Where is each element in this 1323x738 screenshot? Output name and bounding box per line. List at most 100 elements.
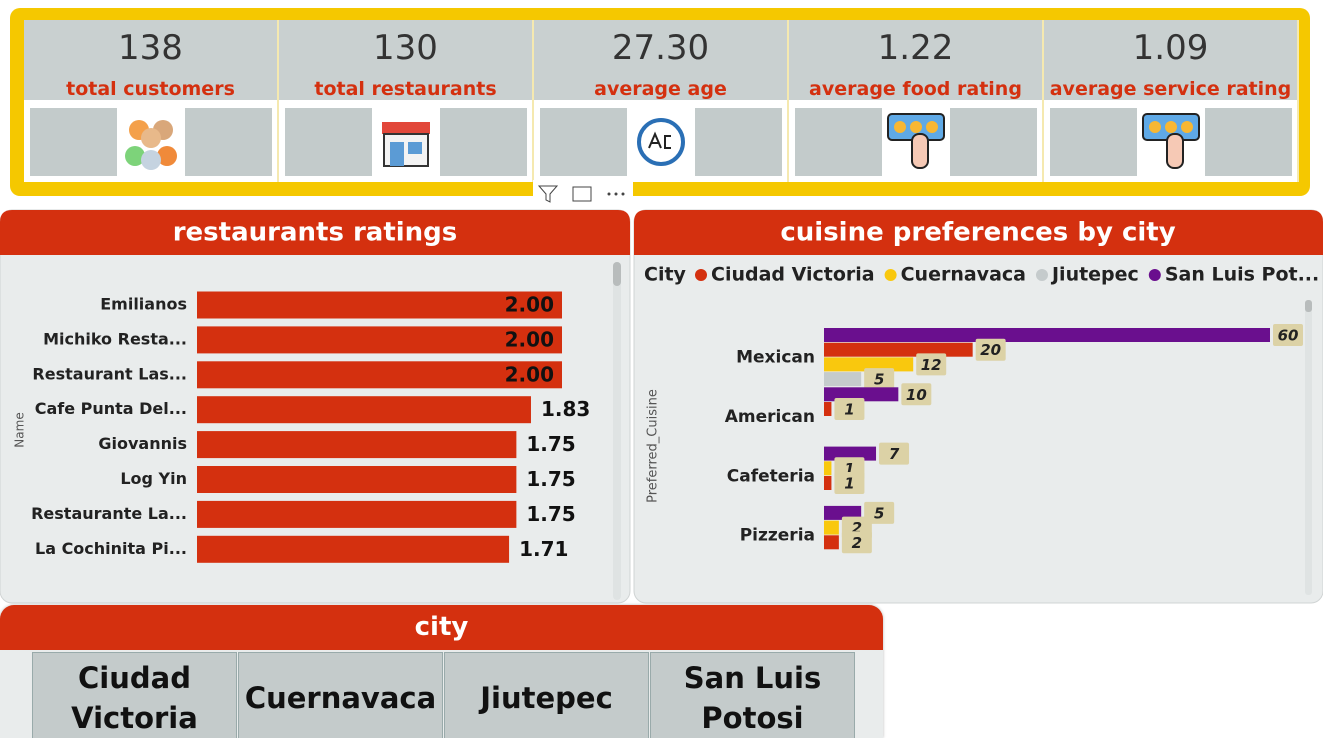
y-tick-label: Cafeteria bbox=[727, 466, 815, 486]
data-label: 2.00 bbox=[505, 362, 554, 386]
data-label-box bbox=[1273, 324, 1303, 346]
more-dot[interactable] bbox=[614, 192, 618, 196]
data-label: 60 bbox=[1278, 327, 1299, 345]
bar bbox=[197, 500, 517, 528]
slicer-item[interactable]: San Luis Potosi bbox=[650, 652, 855, 738]
legend-label: San Luis Pot... bbox=[1165, 264, 1319, 286]
bar bbox=[197, 431, 517, 459]
y-tick-label: Giovannis bbox=[98, 434, 187, 453]
legend-label: Cuernavaca bbox=[901, 264, 1026, 286]
kpi-label: average food rating bbox=[809, 78, 1022, 100]
chart-title: cuisine preferences by city bbox=[780, 218, 1175, 248]
bar bbox=[197, 396, 531, 424]
icon-part bbox=[1181, 121, 1193, 133]
y-tick-label: Log Yin bbox=[120, 469, 187, 488]
icon-part bbox=[910, 121, 922, 133]
kpi-value: 1.09 bbox=[1132, 28, 1209, 68]
kpi-image bbox=[285, 108, 527, 176]
data-label: 2 bbox=[852, 519, 862, 537]
icon-part bbox=[648, 131, 671, 149]
kpi-icon bbox=[882, 108, 950, 176]
bar bbox=[824, 505, 862, 520]
data-label: 7 bbox=[889, 445, 900, 463]
y-tick-label: Michiko Resta... bbox=[43, 329, 187, 348]
bar bbox=[197, 291, 562, 319]
data-label: 10 bbox=[906, 386, 927, 404]
kpi-icon bbox=[117, 108, 185, 176]
filter-icon[interactable] bbox=[537, 185, 559, 203]
data-label: 1 bbox=[844, 401, 854, 419]
kpi-label: average service rating bbox=[1049, 78, 1292, 100]
data-label: 1.75 bbox=[526, 467, 575, 491]
scroll-thumb[interactable] bbox=[613, 262, 621, 286]
kpi-cards: 138 total customers 130 total restaurants 27… bbox=[24, 20, 1299, 182]
scrollbar[interactable] bbox=[613, 262, 621, 600]
bar bbox=[824, 387, 899, 402]
ratings-header bbox=[0, 210, 630, 255]
icon-part bbox=[382, 122, 430, 134]
more-dot[interactable] bbox=[607, 192, 611, 196]
bar bbox=[824, 372, 862, 387]
data-label-box bbox=[841, 531, 872, 554]
data-label: 5 bbox=[874, 371, 884, 389]
icon-part bbox=[911, 133, 929, 169]
data-label-box bbox=[901, 383, 932, 406]
legend-title: City bbox=[644, 264, 687, 286]
data-label: 1.75 bbox=[526, 502, 575, 526]
bar bbox=[824, 520, 839, 535]
city-slicer: city Ciudad Victoria Cuernavaca Jiutepec Sa… bbox=[0, 605, 883, 738]
icon-part bbox=[141, 150, 161, 170]
y-axis-label: Name bbox=[13, 412, 27, 447]
data-label-box bbox=[879, 442, 910, 465]
chart-title: restaurants ratings bbox=[173, 218, 458, 248]
icon-part bbox=[408, 142, 422, 154]
y-tick-label: Mexican bbox=[736, 348, 815, 368]
y-axis-label: Preferred_Cuisine bbox=[646, 389, 661, 503]
kpi-card: 27.30 average age bbox=[534, 20, 789, 182]
bar bbox=[824, 328, 1270, 342]
icon-part bbox=[125, 146, 145, 166]
slicer-item[interactable]: Cuernavaca bbox=[238, 652, 443, 738]
icon-part bbox=[926, 121, 938, 133]
data-label: 2.00 bbox=[505, 327, 554, 351]
y-tick-label: Pizzeria bbox=[740, 526, 815, 546]
scrollbar[interactable] bbox=[1305, 300, 1312, 595]
data-label: 5 bbox=[874, 504, 884, 522]
data-label: 1.71 bbox=[519, 537, 568, 561]
data-label-box bbox=[834, 472, 865, 494]
legend-marker bbox=[695, 269, 707, 281]
slicer-title: city bbox=[0, 605, 883, 650]
bar bbox=[824, 446, 877, 461]
kpi-card: 130 total restaurants bbox=[279, 20, 534, 182]
kpi-value: 1.22 bbox=[877, 28, 954, 68]
focus-icon[interactable] bbox=[572, 186, 592, 202]
bar bbox=[824, 535, 839, 550]
kpi-icon bbox=[372, 108, 440, 176]
kpi-header bbox=[789, 20, 1042, 100]
slicer-item[interactable]: Jiutepec bbox=[444, 652, 649, 738]
icon-part bbox=[1149, 121, 1161, 133]
bar bbox=[197, 326, 562, 354]
legend-label: Ciudad Victoria bbox=[711, 264, 875, 286]
bar bbox=[824, 461, 832, 476]
scroll-thumb[interactable] bbox=[1305, 300, 1312, 312]
charts: restaurants ratings Name cuisine prefere… bbox=[0, 180, 1323, 604]
more-dot[interactable] bbox=[621, 192, 625, 196]
visual-toolbar bbox=[533, 180, 633, 208]
slicer-item[interactable]: Ciudad Victoria bbox=[32, 652, 237, 738]
y-tick-label: Emilianos bbox=[100, 295, 187, 314]
kpi-card: 1.09 average service rating bbox=[1044, 20, 1299, 182]
legend-marker bbox=[1035, 269, 1048, 281]
data-label: 2 bbox=[852, 534, 862, 552]
kpi-card: 1.22 average food rating bbox=[789, 20, 1044, 182]
data-label: 1 bbox=[844, 460, 854, 478]
y-tick-label: American bbox=[725, 407, 815, 427]
data-label-box bbox=[975, 338, 1006, 361]
bar bbox=[197, 361, 562, 389]
data-label: 1 bbox=[844, 475, 854, 493]
data-label: 20 bbox=[980, 341, 1001, 359]
kpi-value: 27.30 bbox=[611, 28, 710, 68]
legend-marker bbox=[1148, 269, 1161, 281]
kpi-card: 138 total customers bbox=[24, 20, 279, 182]
